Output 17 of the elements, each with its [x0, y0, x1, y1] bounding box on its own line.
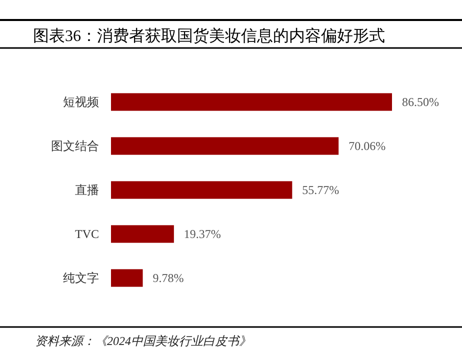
y-tick-label: 图文结合 — [51, 139, 99, 153]
data-label: 55.77% — [302, 183, 340, 197]
data-label: 70.06% — [348, 139, 386, 153]
y-tick-label: 短视频 — [63, 95, 99, 109]
bar — [111, 181, 292, 199]
y-tick-label: TVC — [75, 227, 99, 241]
data-label: 9.78% — [152, 271, 184, 285]
text: 资料来源：《2024中国美妆行业白皮书》 — [35, 334, 251, 348]
bar — [111, 225, 174, 243]
y-tick-label: 纯文字 — [63, 271, 99, 285]
bar — [111, 269, 143, 287]
data-label: 19.37% — [184, 227, 221, 241]
data-label: 86.50% — [402, 95, 439, 109]
bar — [111, 137, 339, 155]
bar — [111, 93, 392, 111]
y-tick-label: 直播 — [75, 183, 99, 197]
chart-title: 图表36：消费者获取国货美妆信息的内容偏好形式 — [33, 27, 385, 45]
